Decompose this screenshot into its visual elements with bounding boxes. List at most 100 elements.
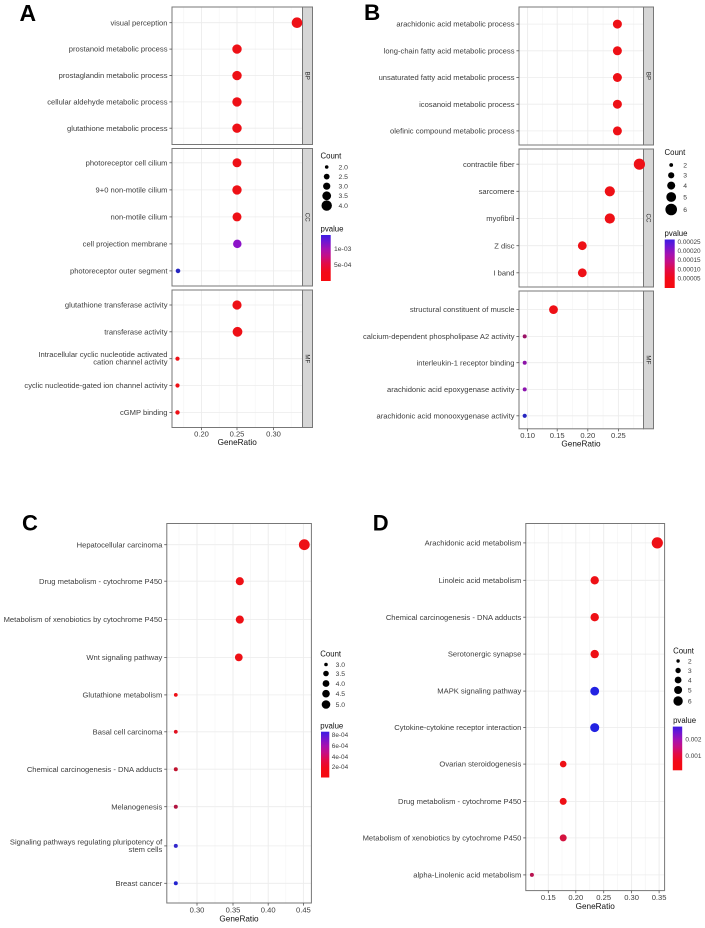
svg-text:pvalue: pvalue — [320, 722, 343, 731]
svg-text:Z disc: Z disc — [494, 241, 514, 250]
svg-text:A: A — [20, 0, 37, 26]
svg-text:Linoleic acid metabolism: Linoleic acid metabolism — [439, 576, 522, 585]
svg-text:GeneRatio: GeneRatio — [561, 439, 601, 448]
svg-text:8e-04: 8e-04 — [332, 732, 349, 739]
svg-text:5: 5 — [688, 687, 692, 694]
svg-text:2: 2 — [688, 658, 692, 665]
svg-text:0.25: 0.25 — [611, 431, 626, 440]
svg-text:4e-04: 4e-04 — [332, 754, 349, 761]
svg-text:arachidonic acid epoxygenase a: arachidonic acid epoxygenase activity — [387, 385, 515, 394]
svg-text:Chemical carcinogenesis - DNA: Chemical carcinogenesis - DNA adducts — [386, 613, 522, 622]
svg-text:0.00020: 0.00020 — [678, 248, 702, 255]
svg-text:Count: Count — [665, 148, 687, 157]
svg-text:0.00025: 0.00025 — [678, 239, 702, 246]
svg-text:pvalue: pvalue — [673, 716, 696, 725]
svg-text:D: D — [373, 511, 389, 536]
svg-text:MF: MF — [303, 354, 310, 363]
svg-text:Melanogenesis: Melanogenesis — [111, 802, 162, 811]
svg-text:4: 4 — [683, 183, 687, 190]
svg-text:cell projection membrane: cell projection membrane — [83, 240, 168, 249]
svg-text:0.00005: 0.00005 — [678, 275, 702, 282]
svg-text:3.5: 3.5 — [336, 671, 346, 678]
svg-text:GeneRatio: GeneRatio — [576, 902, 616, 911]
svg-text:0.45: 0.45 — [296, 906, 311, 915]
svg-text:CC: CC — [644, 214, 651, 223]
svg-text:sarcomere: sarcomere — [479, 187, 515, 196]
svg-text:Serotonergic synapse: Serotonergic synapse — [448, 650, 521, 659]
svg-text:0.35: 0.35 — [226, 906, 241, 915]
svg-text:5: 5 — [683, 194, 687, 201]
svg-text:6: 6 — [683, 207, 687, 214]
svg-text:Glutathione metabolism: Glutathione metabolism — [83, 691, 163, 700]
svg-text:3.0: 3.0 — [339, 184, 349, 191]
svg-text:3: 3 — [683, 173, 687, 180]
svg-text:GeneRatio: GeneRatio — [218, 438, 258, 447]
svg-text:pvalue: pvalue — [321, 225, 344, 234]
svg-text:0.10: 0.10 — [520, 431, 535, 440]
svg-text:Chemical carcinogenesis - DNA: Chemical carcinogenesis - DNA adducts — [27, 765, 163, 774]
svg-text:Metabolism of xenobiotics by c: Metabolism of xenobiotics by cytochrome … — [4, 615, 163, 624]
svg-text:cyclic nucleotide-gated ion ch: cyclic nucleotide-gated ion channel acti… — [24, 381, 167, 390]
svg-text:pvalue: pvalue — [665, 229, 688, 238]
svg-text:3.0: 3.0 — [336, 662, 346, 669]
svg-text:0.20: 0.20 — [194, 430, 209, 439]
svg-text:5e-04: 5e-04 — [334, 262, 352, 269]
svg-text:Metabolism of xenobiotics by c: Metabolism of xenobiotics by cytochrome … — [363, 834, 522, 843]
svg-text:icosanoid metabolic process: icosanoid metabolic process — [419, 100, 515, 109]
svg-text:0.25: 0.25 — [230, 430, 245, 439]
svg-text:0.20: 0.20 — [580, 431, 595, 440]
svg-text:MAPK signaling pathway: MAPK signaling pathway — [437, 687, 521, 696]
svg-text:prostaglandin metabolic proces: prostaglandin metabolic process — [59, 71, 168, 80]
svg-text:visual perception: visual perception — [111, 18, 168, 27]
svg-text:Cytokine-cytokine receptor int: Cytokine-cytokine receptor interaction — [394, 723, 521, 732]
svg-text:unsaturated fatty acid metabol: unsaturated fatty acid metabolic process — [379, 73, 515, 82]
svg-text:0.30: 0.30 — [266, 430, 281, 439]
svg-text:calcium-dependent phospholipas: calcium-dependent phospholipase A2 activ… — [363, 332, 515, 341]
svg-text:Count: Count — [321, 152, 343, 161]
svg-text:Wnt signaling pathway: Wnt signaling pathway — [86, 653, 162, 662]
svg-text:cGMP binding: cGMP binding — [120, 408, 168, 417]
svg-text:1e-03: 1e-03 — [334, 246, 352, 253]
svg-text:0.15: 0.15 — [550, 431, 565, 440]
svg-text:non-motile cilium: non-motile cilium — [111, 213, 168, 222]
svg-text:olefinic compound metabolic pr: olefinic compound metabolic process — [390, 127, 515, 136]
svg-text:4: 4 — [688, 677, 692, 684]
svg-text:myofibril: myofibril — [486, 214, 515, 223]
svg-text:B: B — [364, 0, 380, 25]
svg-text:structural constituent of musc: structural constituent of muscle — [410, 305, 515, 314]
svg-text:0.35: 0.35 — [652, 893, 667, 902]
svg-text:0.30: 0.30 — [190, 906, 205, 915]
svg-text:2.0: 2.0 — [339, 164, 349, 171]
svg-text:Arachidonic acid metabolism: Arachidonic acid metabolism — [425, 539, 522, 548]
svg-text:cation channel activity: cation channel activity — [93, 358, 167, 367]
svg-text:stem cells: stem cells — [129, 845, 163, 854]
svg-text:BP: BP — [644, 72, 651, 80]
svg-text:2: 2 — [683, 162, 687, 169]
svg-text:6e-04: 6e-04 — [332, 743, 349, 750]
svg-text:0.15: 0.15 — [541, 893, 556, 902]
svg-text:alpha-Linolenic acid metabolis: alpha-Linolenic acid metabolism — [413, 871, 521, 880]
svg-text:long-chain fatty acid metaboli: long-chain fatty acid metabolic process — [384, 46, 515, 55]
svg-text:3.5: 3.5 — [339, 193, 349, 200]
svg-text:4.5: 4.5 — [336, 691, 346, 698]
svg-text:CC: CC — [303, 213, 310, 222]
svg-text:transferase activity: transferase activity — [104, 327, 168, 336]
svg-text:0.00010: 0.00010 — [678, 266, 702, 273]
svg-text:0.002: 0.002 — [685, 737, 701, 744]
svg-text:Signaling pathways regulating: Signaling pathways regulating pluripoten… — [10, 837, 163, 846]
svg-text:I band: I band — [493, 268, 514, 277]
svg-text:Count: Count — [320, 650, 342, 659]
svg-text:glutathione metabolic process: glutathione metabolic process — [67, 124, 168, 133]
svg-text:4.0: 4.0 — [339, 203, 349, 210]
svg-text:arachidonic acid monooxygenase: arachidonic acid monooxygenase activity — [376, 411, 514, 420]
svg-text:3: 3 — [688, 668, 692, 675]
svg-text:Intracellular cyclic nucleotid: Intracellular cyclic nucleotide activate… — [38, 350, 167, 359]
svg-text:5.0: 5.0 — [336, 702, 346, 709]
svg-text:0.00015: 0.00015 — [678, 257, 702, 264]
svg-text:arachidonic acid metabolic pro: arachidonic acid metabolic process — [396, 20, 514, 29]
svg-text:interleukin-1 receptor binding: interleukin-1 receptor binding — [417, 358, 515, 367]
svg-text:Drug metabolism - cytochrome P: Drug metabolism - cytochrome P450 — [398, 797, 521, 806]
svg-text:cellular aldehyde metabolic pr: cellular aldehyde metabolic process — [47, 98, 168, 107]
svg-text:6: 6 — [688, 698, 692, 705]
svg-text:glutathione transferase activi: glutathione transferase activity — [65, 301, 168, 310]
